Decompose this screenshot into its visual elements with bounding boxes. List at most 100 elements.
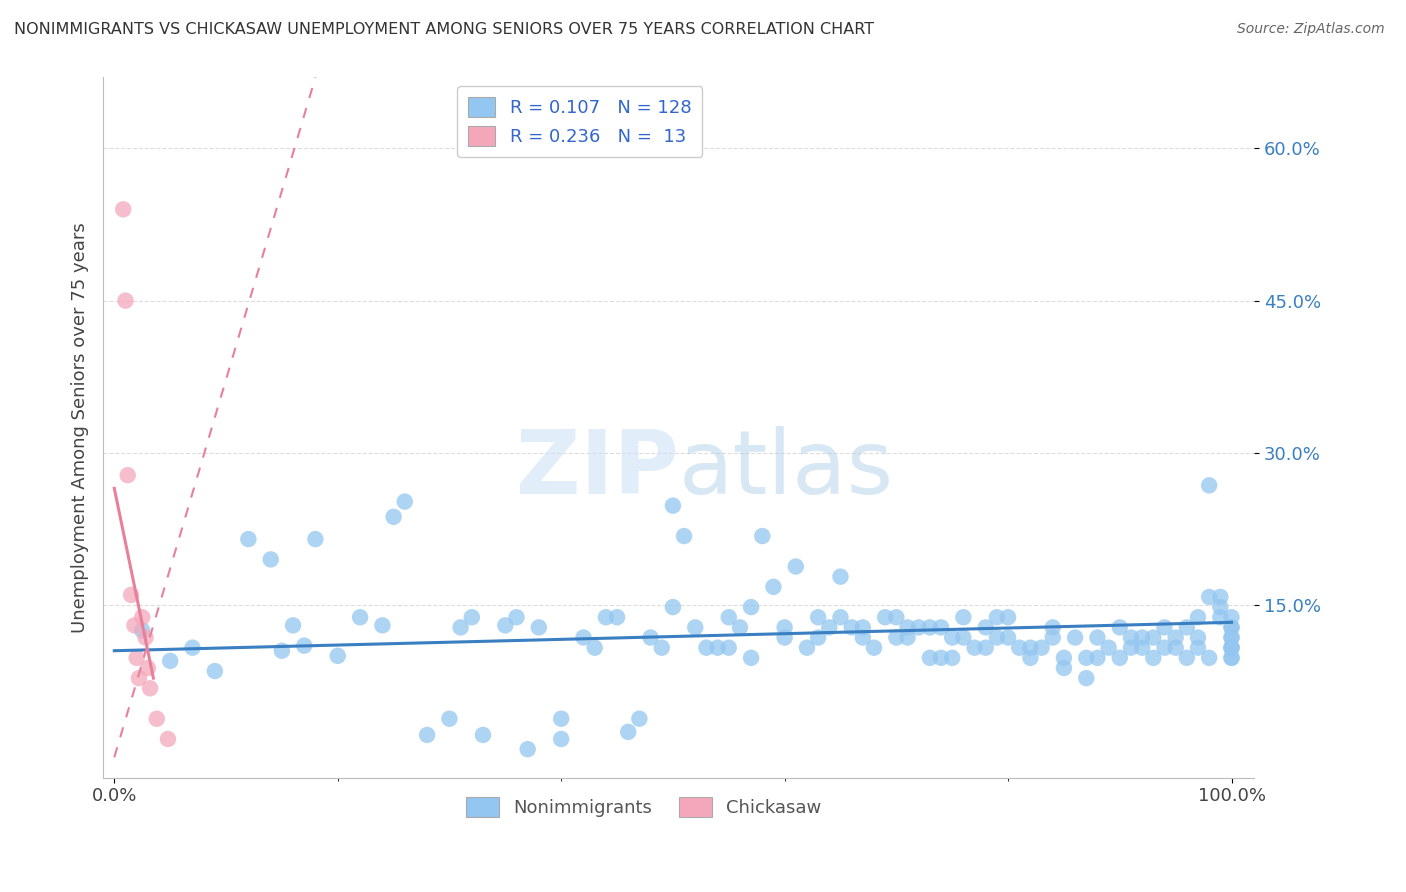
Point — [136, 661, 159, 675]
Point — [863, 640, 886, 655]
Point — [117, 468, 139, 483]
Point — [1198, 590, 1220, 604]
Point — [472, 728, 495, 742]
Point — [986, 610, 1008, 624]
Point — [112, 202, 135, 217]
Text: Source: ZipAtlas.com: Source: ZipAtlas.com — [1237, 22, 1385, 37]
Point — [986, 631, 1008, 645]
Point — [907, 620, 929, 634]
Point — [1108, 620, 1130, 634]
Point — [135, 631, 157, 645]
Point — [1153, 620, 1175, 634]
Point — [292, 639, 315, 653]
Point — [1187, 631, 1209, 645]
Point — [1076, 671, 1098, 685]
Point — [929, 650, 952, 665]
Point — [751, 529, 773, 543]
Point — [830, 610, 852, 624]
Point — [128, 671, 150, 685]
Point — [1130, 640, 1153, 655]
Point — [706, 640, 728, 655]
Point — [929, 620, 952, 634]
Point — [1198, 650, 1220, 665]
Point — [120, 588, 142, 602]
Point — [952, 610, 974, 624]
Point — [583, 640, 606, 655]
Point — [439, 712, 461, 726]
Point — [1175, 650, 1198, 665]
Point — [461, 610, 484, 624]
Point — [1209, 600, 1232, 615]
Point — [886, 631, 908, 645]
Point — [371, 618, 394, 632]
Point — [1053, 661, 1076, 675]
Point — [941, 650, 963, 665]
Point — [807, 631, 830, 645]
Point — [852, 620, 875, 634]
Point — [260, 552, 283, 566]
Point — [124, 618, 146, 632]
Point — [762, 580, 785, 594]
Point — [349, 610, 371, 624]
Point — [997, 631, 1019, 645]
Point — [159, 654, 181, 668]
Point — [785, 559, 807, 574]
Point — [1220, 650, 1243, 665]
Point — [683, 620, 706, 634]
Point — [156, 731, 179, 746]
Y-axis label: Unemployment Among Seniors over 75 years: Unemployment Among Seniors over 75 years — [72, 222, 89, 633]
Point — [1220, 640, 1243, 655]
Point — [1130, 631, 1153, 645]
Point — [1031, 640, 1053, 655]
Point — [717, 640, 740, 655]
Point — [1108, 650, 1130, 665]
Point — [1019, 650, 1042, 665]
Point — [830, 569, 852, 583]
Point — [974, 640, 997, 655]
Point — [918, 620, 941, 634]
Point — [918, 650, 941, 665]
Point — [550, 712, 572, 726]
Point — [304, 532, 326, 546]
Point — [1220, 640, 1243, 655]
Point — [131, 610, 153, 624]
Text: NONIMMIGRANTS VS CHICKASAW UNEMPLOYMENT AMONG SENIORS OVER 75 YEARS CORRELATION : NONIMMIGRANTS VS CHICKASAW UNEMPLOYMENT … — [14, 22, 875, 37]
Point — [662, 499, 685, 513]
Point — [841, 620, 863, 634]
Point — [796, 640, 818, 655]
Point — [651, 640, 673, 655]
Point — [572, 631, 595, 645]
Point — [1220, 620, 1243, 634]
Point — [505, 610, 527, 624]
Point — [640, 631, 662, 645]
Point — [673, 529, 696, 543]
Point — [1220, 650, 1243, 665]
Point — [896, 620, 918, 634]
Point — [1220, 631, 1243, 645]
Point — [1220, 631, 1243, 645]
Point — [595, 610, 617, 624]
Point — [204, 664, 226, 678]
Point — [326, 648, 349, 663]
Point — [1220, 640, 1243, 655]
Point — [527, 620, 550, 634]
Point — [740, 600, 762, 615]
Point — [270, 644, 292, 658]
Point — [1087, 650, 1109, 665]
Point — [1187, 610, 1209, 624]
Point — [416, 728, 439, 742]
Point — [617, 725, 640, 739]
Point — [125, 650, 148, 665]
Point — [550, 731, 572, 746]
Point — [896, 631, 918, 645]
Point — [1008, 640, 1031, 655]
Point — [1220, 610, 1243, 624]
Point — [773, 620, 796, 634]
Point — [818, 620, 841, 634]
Point — [662, 600, 685, 615]
Point — [1142, 631, 1164, 645]
Point — [1153, 640, 1175, 655]
Text: atlas: atlas — [679, 426, 894, 513]
Point — [1087, 631, 1109, 645]
Point — [1097, 640, 1119, 655]
